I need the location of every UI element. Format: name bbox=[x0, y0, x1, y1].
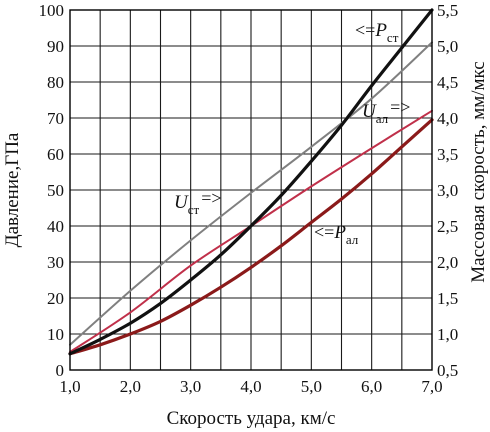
y-right-tick-label: 5,5 bbox=[437, 1, 458, 20]
x-tick-label: 2,0 bbox=[120, 377, 141, 396]
x-tick-label: 1,0 bbox=[59, 377, 80, 396]
x-tick-label: 5,0 bbox=[301, 377, 322, 396]
label-u-al: Uал=> bbox=[362, 97, 410, 126]
y-left-tick-label: 40 bbox=[47, 217, 64, 236]
y-right-tick-label: 3,0 bbox=[437, 181, 458, 200]
y-left-tick-label: 0 bbox=[56, 361, 65, 380]
y-left-tick-label: 70 bbox=[47, 109, 64, 128]
x-tick-label: 7,0 bbox=[421, 377, 442, 396]
x-tick-label: 4,0 bbox=[240, 377, 261, 396]
y-right-tick-label: 2,0 bbox=[437, 253, 458, 272]
y-right-tick-label: 2,5 bbox=[437, 217, 458, 236]
y-left-tick-label: 90 bbox=[47, 37, 64, 56]
x-tick-label: 6,0 bbox=[361, 377, 382, 396]
y-right-tick-labels: 0,5 1,0 1,5 2,0 2,5 3,0 3,5 4,0 4,5 5,0 5,5 bbox=[437, 1, 458, 380]
series-lines bbox=[68, 8, 434, 356]
y-left-tick-labels: 0 10 20 30 40 50 60 70 80 90 100 bbox=[39, 1, 65, 380]
y-right-tick-label: 5,0 bbox=[437, 37, 458, 56]
plot-frame bbox=[69, 9, 433, 371]
y-left-tick-label: 50 bbox=[47, 181, 64, 200]
label-u-st: Uст=> bbox=[174, 188, 222, 217]
y-left-axis-title: Давление,ГПа bbox=[2, 132, 23, 247]
y-right-tick-label: 4,0 bbox=[437, 109, 458, 128]
x-axis-title: Скорость удара, км/с bbox=[167, 408, 336, 429]
y-left-tick-label: 30 bbox=[47, 253, 64, 272]
y-right-tick-label: 4,5 bbox=[437, 73, 458, 92]
y-left-tick-label: 100 bbox=[39, 1, 65, 20]
label-p-st: <=Pст bbox=[355, 20, 399, 45]
y-left-tick-label: 20 bbox=[47, 289, 64, 308]
y-left-tick-label: 60 bbox=[47, 145, 64, 164]
y-right-tick-label: 0,5 bbox=[437, 361, 458, 380]
y-left-tick-label: 10 bbox=[47, 325, 64, 344]
y-right-tick-label: 1,5 bbox=[437, 289, 458, 308]
y-right-tick-label: 3,5 bbox=[437, 145, 458, 164]
label-p-al: <=Pал bbox=[314, 222, 359, 247]
y-right-tick-label: 1,0 bbox=[437, 325, 458, 344]
series-line-p_al bbox=[68, 118, 434, 356]
x-tick-labels: 1,0 2,0 3,0 4,0 5,0 6,0 7,0 bbox=[59, 377, 442, 396]
series-line-u_st bbox=[69, 41, 433, 346]
x-tick-label: 3,0 bbox=[180, 377, 201, 396]
y-right-axis-title: Массовая скорость, мм/мкс bbox=[468, 61, 489, 282]
series-line-p_st bbox=[68, 8, 434, 356]
y-left-tick-label: 80 bbox=[47, 73, 64, 92]
